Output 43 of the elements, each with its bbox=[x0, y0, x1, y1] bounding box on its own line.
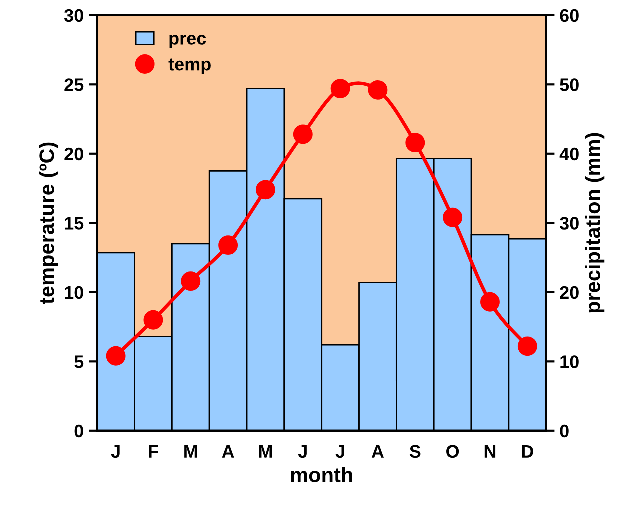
x-tick-label: F bbox=[149, 445, 158, 458]
x-tick-label: S bbox=[410, 445, 421, 458]
y-tick-label: 20 bbox=[64, 148, 84, 161]
point bbox=[106, 346, 126, 366]
x-tick-label: J bbox=[298, 445, 307, 458]
point bbox=[368, 80, 388, 100]
x-tick-label: A bbox=[222, 445, 234, 458]
y2-tick-label: 60 bbox=[560, 9, 579, 22]
x-tick-label: J bbox=[111, 445, 120, 458]
x-tick-label: A bbox=[372, 445, 384, 458]
x-tick-label: J bbox=[336, 445, 344, 458]
y2-axis-title: precipitation (mm) bbox=[585, 133, 605, 313]
y2-tick-label: 40 bbox=[560, 148, 579, 161]
legend-label: temp bbox=[168, 58, 211, 74]
y-axis-title: temperature (ºC) bbox=[39, 142, 59, 304]
y-tick-label: 25 bbox=[64, 78, 84, 92]
point bbox=[144, 310, 164, 330]
y2-tick-label: 0 bbox=[560, 424, 569, 438]
point bbox=[293, 124, 313, 144]
y-tick-label: 10 bbox=[65, 286, 84, 300]
y2-tick-label: 20 bbox=[560, 286, 579, 300]
point bbox=[330, 79, 350, 99]
point bbox=[181, 272, 201, 292]
y-tick-label: 0 bbox=[74, 424, 84, 438]
y-tick-label: 5 bbox=[74, 356, 84, 368]
x-tick-label: M bbox=[184, 445, 198, 458]
point bbox=[406, 133, 426, 153]
x-tick-label: D bbox=[522, 445, 534, 458]
x-axis-title: month bbox=[291, 467, 352, 482]
point bbox=[518, 336, 538, 356]
x-tick-label: O bbox=[446, 445, 460, 458]
y-tick-label: 15 bbox=[65, 217, 84, 230]
y2-tick-label: 30 bbox=[560, 217, 579, 230]
y-tick-label: 30 bbox=[64, 9, 84, 22]
point bbox=[218, 236, 238, 256]
x-tick-label: M bbox=[259, 445, 272, 458]
point bbox=[443, 208, 463, 228]
y2-tick-label: 50 bbox=[560, 78, 579, 92]
y2-tick-label: 10 bbox=[560, 356, 579, 368]
legend-label: prec bbox=[170, 34, 206, 48]
x-tick-label: N bbox=[484, 445, 496, 458]
point bbox=[480, 292, 500, 312]
point bbox=[256, 180, 276, 200]
